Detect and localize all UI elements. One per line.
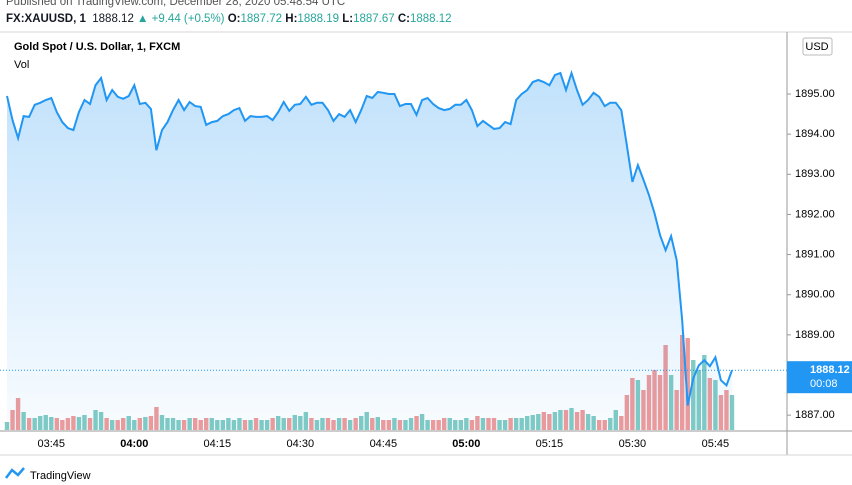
brand-logo — [5, 467, 25, 479]
y-tick-label: 1894.00 — [795, 128, 835, 140]
high-label: H: — [285, 13, 298, 25]
change: ▲ +9.44 (+0.5%) — [137, 13, 225, 25]
countdown: 00:08 — [810, 378, 838, 390]
last-price-label: 1888.12 — [810, 364, 850, 376]
open-label: O: — [227, 13, 241, 25]
last: 1888.12 — [92, 13, 134, 25]
last-price-box — [787, 361, 852, 394]
symbol-bar: FX:XAUUSD, 1 1888.12 ▲ +9.44 (+0.5%) O:1… — [6, 13, 452, 25]
price-line — [6, 69, 733, 406]
symbol: FX:XAUUSD, 1 — [6, 13, 86, 25]
x-tick-label: 04:00 — [120, 438, 148, 450]
y-tick-label: 1891.00 — [795, 248, 835, 260]
change-text: +9.44 (+0.5%) — [151, 13, 225, 25]
published: Published on TradingView.com, December 2… — [6, 0, 346, 8]
x-tick-label: 04:30 — [287, 438, 315, 450]
y-tick-label: 1895.00 — [795, 88, 835, 100]
y-tick-label: 1887.00 — [795, 409, 835, 421]
x-tick-label: 04:15 — [204, 438, 232, 450]
currency: USD — [805, 41, 828, 53]
x-tick-label: 05:00 — [452, 438, 480, 450]
legend-vol: Vol — [14, 59, 29, 71]
legend-title: Gold Spot / U.S. Dollar, 1, FXCM — [14, 41, 180, 53]
y-tick-label: 1893.00 — [795, 168, 835, 180]
x-tick-label: 05:45 — [702, 438, 730, 450]
y-tick-label: 1889.00 — [795, 329, 835, 341]
close: 1888.12 — [409, 13, 452, 25]
low: 1887.67 — [353, 13, 395, 25]
price-area — [7, 73, 732, 430]
close-label: C: — [397, 13, 410, 25]
volume-bar — [685, 338, 690, 430]
x-tick-label: 05:15 — [536, 438, 564, 450]
low-label: L: — [342, 13, 354, 25]
x-tick-label: 05:30 — [619, 438, 647, 450]
open: 1887.72 — [240, 13, 283, 25]
high: 1888.19 — [297, 13, 339, 25]
currency-box[interactable] — [802, 37, 833, 56]
brand: TradingView — [30, 470, 91, 482]
x-tick-label: 04:45 — [370, 438, 398, 450]
y-tick-label: 1892.00 — [795, 208, 835, 220]
y-tick-label: 1890.00 — [795, 289, 835, 301]
x-tick-label: 03:45 — [38, 438, 66, 450]
